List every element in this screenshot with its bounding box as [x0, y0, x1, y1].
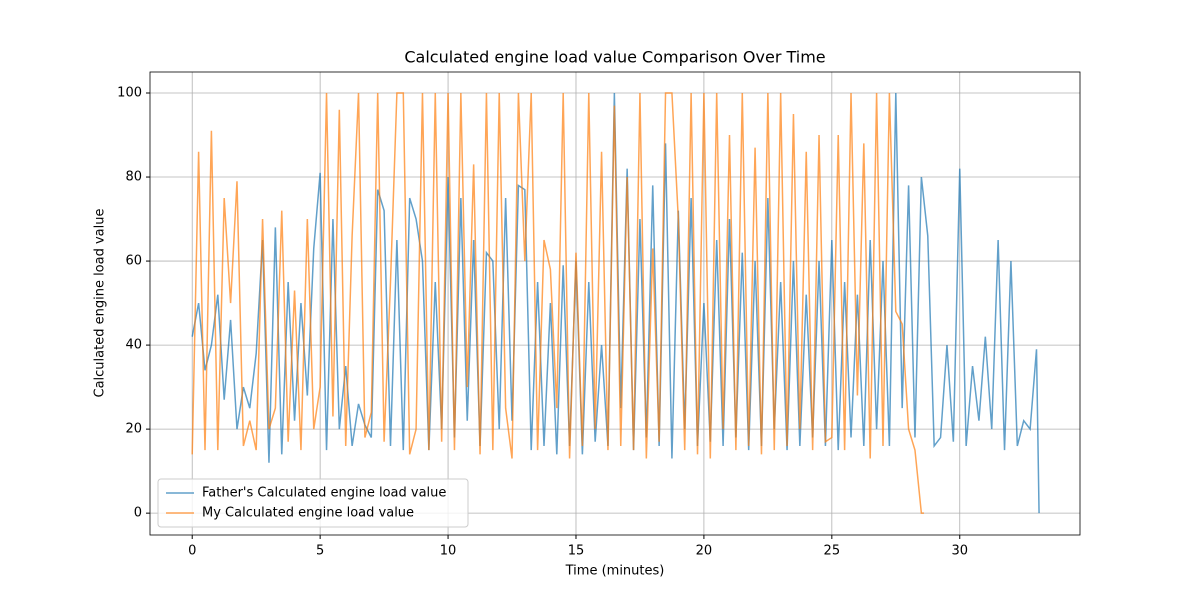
- x-tick-label: 15: [568, 544, 585, 559]
- y-tick-label: 20: [125, 422, 142, 437]
- x-tick-label: 20: [696, 544, 713, 559]
- chart-title: Calculated engine load value Comparison …: [404, 48, 825, 67]
- y-tick-label: 80: [125, 170, 142, 185]
- y-tick-label: 100: [117, 86, 142, 101]
- x-tick-label: 0: [188, 544, 196, 559]
- legend-label: My Calculated engine load value: [202, 506, 414, 521]
- legend-label: Father's Calculated engine load value: [202, 486, 446, 501]
- plot-frame: [149, 71, 1081, 536]
- y-tick-label: 60: [125, 254, 142, 269]
- series-line: [191, 92, 924, 514]
- x-tick-label: 30: [951, 544, 968, 559]
- x-tick-label: 25: [824, 544, 841, 559]
- y-tick-label: 40: [125, 338, 142, 353]
- legend: Father's Calculated engine load value My …: [157, 478, 469, 528]
- y-tick-label: 0: [134, 506, 142, 521]
- x-tick-label: 10: [440, 544, 457, 559]
- y-axis-label: Calculated engine load value: [93, 209, 108, 398]
- x-axis-label: Time (minutes): [565, 564, 665, 579]
- x-tick-label: 5: [316, 544, 324, 559]
- legend-box: [157, 478, 469, 528]
